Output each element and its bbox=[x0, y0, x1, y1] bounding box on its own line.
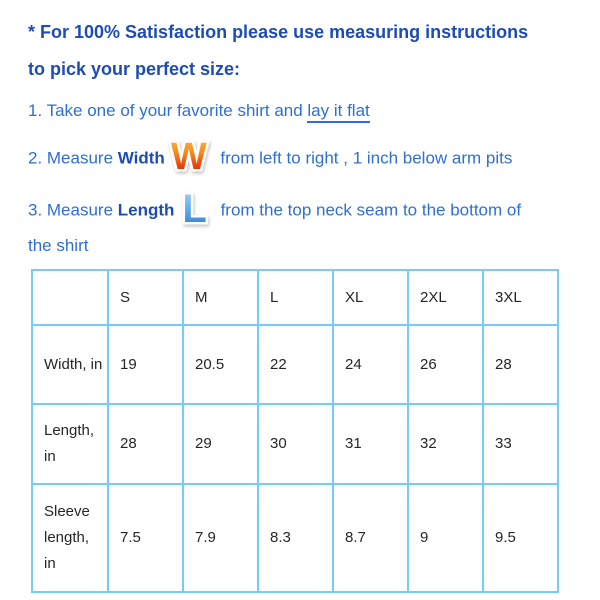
row-label-sleeve-length: Sleeve length, in bbox=[31, 483, 109, 593]
table-row-length: Length, in 28 29 30 31 32 33 bbox=[31, 403, 559, 485]
length-value-l: 30 bbox=[257, 403, 334, 485]
column-header-m: M bbox=[182, 269, 259, 326]
step3-suffix-line2: the shirt bbox=[28, 236, 89, 255]
column-header-xl: XL bbox=[332, 269, 409, 326]
sleeve-value-l: 8.3 bbox=[257, 483, 334, 593]
size-chart-table: S M L XL 2XL 3XL Width, in 19 20.5 22 24… bbox=[31, 269, 559, 593]
sleeve-value-3xl: 9.5 bbox=[482, 483, 559, 593]
length-value-s: 28 bbox=[107, 403, 184, 485]
instruction-step-2: 2. Measure WidthWW from left to right , … bbox=[28, 136, 580, 180]
sleeve-value-2xl: 9 bbox=[407, 483, 484, 593]
instruction-step-3: 3. Measure LengthLL from the top neck se… bbox=[28, 187, 580, 259]
instruction-step-1: 1. Take one of your favorite shirt and l… bbox=[28, 98, 580, 124]
width-value-3xl: 28 bbox=[482, 324, 559, 405]
table-row-width: Width, in 19 20.5 22 24 26 28 bbox=[31, 324, 559, 405]
sleeve-value-m: 7.9 bbox=[182, 483, 259, 593]
step2-keyword-width: Width bbox=[117, 148, 165, 168]
page-title-line-2: to pick your perfect size: bbox=[28, 59, 241, 79]
width-value-xl: 24 bbox=[332, 324, 409, 405]
column-header-l: L bbox=[257, 269, 334, 326]
sleeve-value-s: 7.5 bbox=[107, 483, 184, 593]
step3-keyword-length: Length bbox=[117, 200, 175, 220]
column-header-2xl: 2XL bbox=[407, 269, 484, 326]
table-corner-cell bbox=[31, 269, 109, 326]
width-value-m: 20.5 bbox=[182, 324, 259, 405]
step2-suffix: from left to right , 1 inch below arm pi… bbox=[215, 148, 513, 168]
width-value-l: 22 bbox=[257, 324, 334, 405]
table-header-row: S M L XL 2XL 3XL bbox=[31, 269, 559, 326]
length-letter-icon: LL bbox=[180, 187, 210, 232]
width-value-2xl: 26 bbox=[407, 324, 484, 405]
step3-prefix: 3. Measure bbox=[28, 200, 118, 220]
length-value-m: 29 bbox=[182, 403, 259, 485]
sleeve-value-xl: 8.7 bbox=[332, 483, 409, 593]
step3-suffix-line1: from the top neck seam to the bottom of bbox=[215, 200, 522, 220]
width-letter-icon: WW bbox=[168, 136, 209, 179]
step1-text: 1. Take one of your favorite shirt and bbox=[28, 101, 308, 120]
length-letter-icon-fill: L bbox=[182, 187, 207, 231]
row-label-width: Width, in bbox=[31, 324, 109, 405]
row-label-length: Length, in bbox=[31, 403, 109, 485]
page-title-line-1: * For 100% Satisfaction please use measu… bbox=[28, 22, 529, 42]
length-value-3xl: 33 bbox=[482, 403, 559, 485]
width-value-s: 19 bbox=[107, 324, 184, 405]
step2-prefix: 2. Measure bbox=[28, 148, 118, 168]
width-letter-icon-fill: W bbox=[170, 136, 207, 178]
width-letter-icon-outline: W bbox=[168, 136, 209, 179]
table-row-sleeve-length: Sleeve length, in 7.5 7.9 8.3 8.7 9 9.5 bbox=[31, 483, 559, 593]
length-value-xl: 31 bbox=[332, 403, 409, 485]
column-header-3xl: 3XL bbox=[482, 269, 559, 326]
step1-underlined-text: lay it flat bbox=[307, 101, 370, 123]
length-letter-icon-outline: L bbox=[180, 187, 210, 232]
length-value-2xl: 32 bbox=[407, 403, 484, 485]
column-header-s: S bbox=[107, 269, 184, 326]
page-title: * For 100% Satisfaction please use measu… bbox=[28, 14, 580, 88]
